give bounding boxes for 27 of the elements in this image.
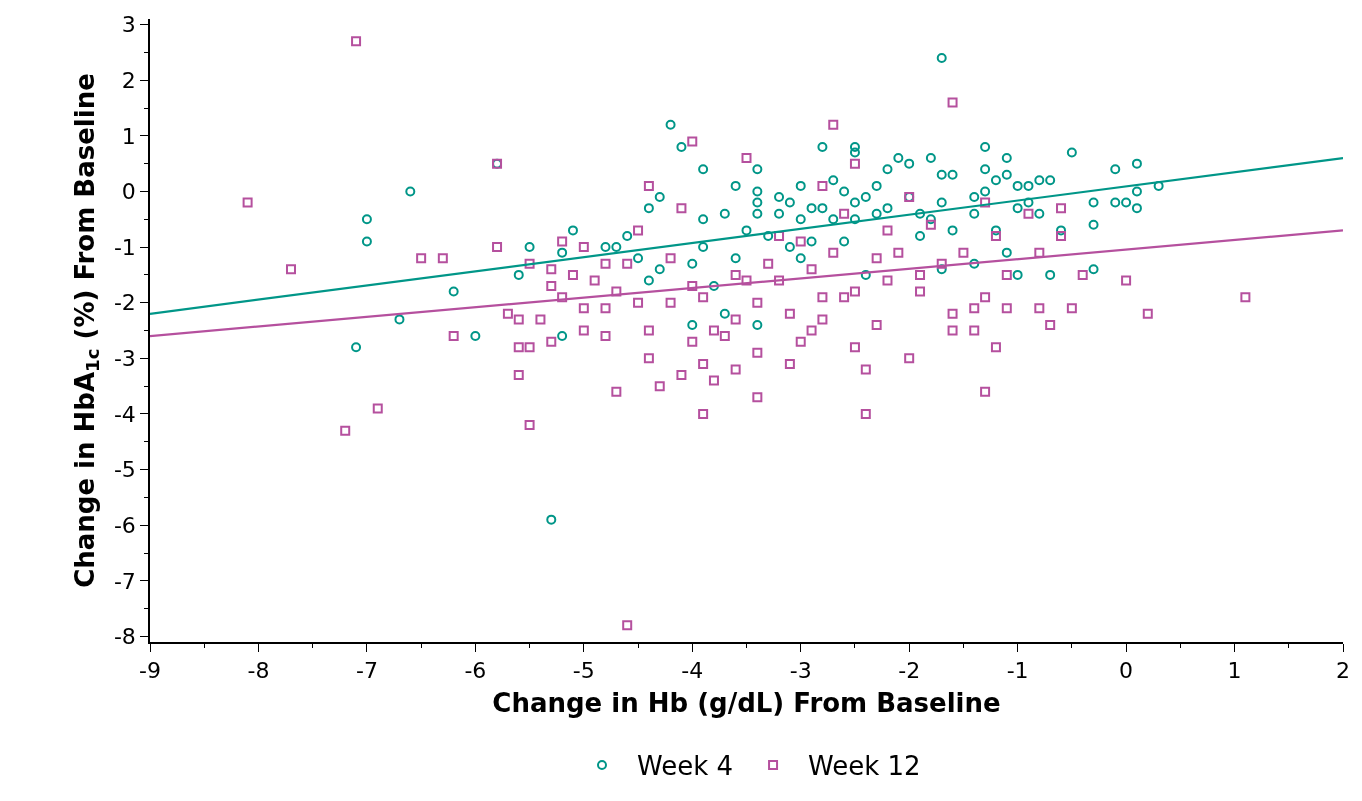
y-tick-label: -7 — [113, 568, 136, 594]
y-tick-label: 2 — [121, 67, 136, 93]
x-tick-label: -2 — [898, 658, 921, 684]
y-tick-label: 0 — [121, 179, 136, 205]
x-tick-label: -8 — [247, 658, 270, 684]
legend-label: Week 12 — [808, 751, 921, 782]
x-tick-label: -9 — [139, 658, 161, 684]
x-tick-label: -4 — [681, 658, 704, 684]
y-tick-label: -4 — [113, 401, 136, 427]
y-tick-label: -2 — [113, 290, 136, 316]
legend-label: Week 4 — [637, 751, 734, 782]
x-axis-title: Change in Hb (g/dL) From Baseline — [492, 688, 1001, 719]
x-tick-label: -1 — [1006, 658, 1029, 684]
y-tick-label: -5 — [113, 457, 136, 483]
y-tick-label: 1 — [121, 123, 136, 149]
x-tick-label: 2 — [1336, 658, 1350, 684]
x-tick-label: -3 — [789, 658, 812, 684]
y-tick-label: -1 — [113, 234, 136, 260]
x-tick-label: -7 — [355, 658, 378, 684]
y-tick-label: -6 — [113, 512, 136, 538]
x-tick-label: -6 — [464, 658, 487, 684]
y-tick-label: -8 — [113, 624, 136, 650]
y-tick-label: -3 — [113, 346, 136, 372]
x-tick-label: 1 — [1227, 658, 1242, 684]
x-tick-label: 0 — [1119, 658, 1134, 684]
x-tick-label: -5 — [572, 658, 595, 684]
y-tick-label: 3 — [121, 12, 136, 38]
